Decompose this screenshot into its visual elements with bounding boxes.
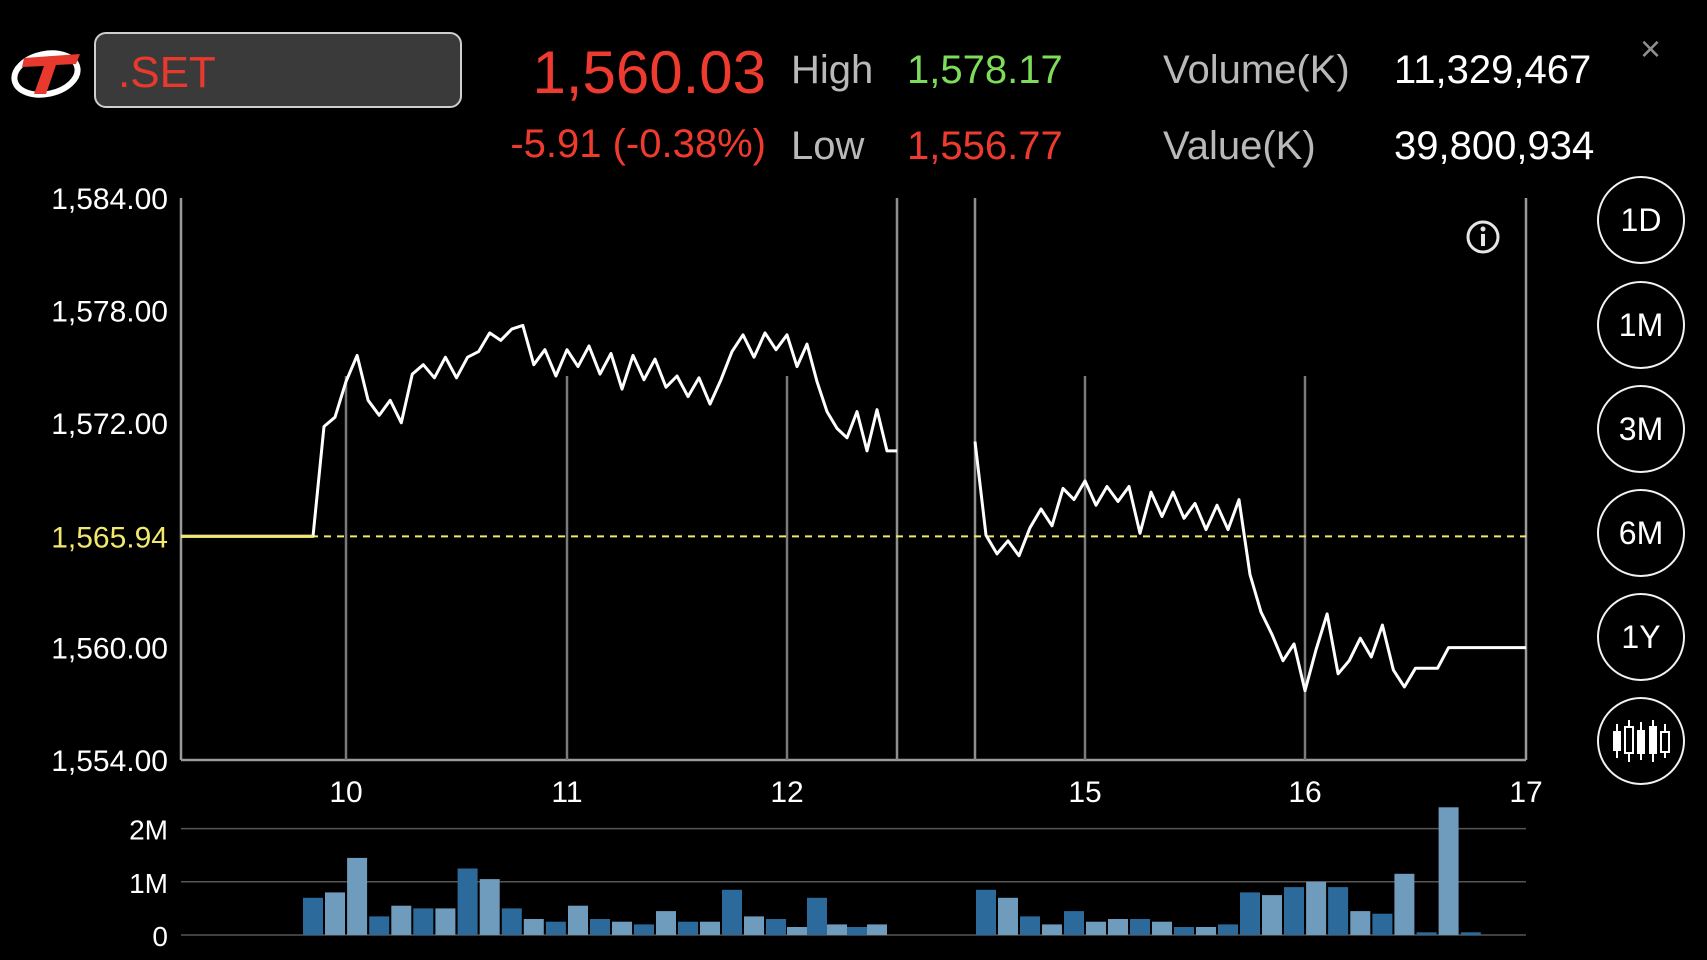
period-button-1y[interactable]: 1Y	[1597, 593, 1685, 681]
value-label: Value(K)	[1163, 124, 1316, 168]
low-label: Low	[791, 124, 865, 168]
price-series-line	[973, 441, 1526, 693]
x-tick-label: 16	[1288, 776, 1321, 809]
volume-bar	[1416, 932, 1437, 935]
volume-bar	[634, 924, 654, 935]
volume-bar	[1218, 924, 1238, 935]
volume-bar	[1152, 921, 1172, 935]
volume-tick-label: 1M	[129, 868, 168, 899]
period-label: 1D	[1620, 201, 1662, 238]
period-label: 6M	[1618, 514, 1664, 551]
volume-bar	[457, 868, 478, 935]
high-value: 1,578.17	[907, 48, 1063, 92]
volume-bar	[827, 924, 847, 935]
volume-bar	[744, 916, 764, 935]
volume-bar	[303, 897, 323, 935]
y-tick-label: 1,578.00	[51, 295, 168, 328]
volume-bar	[787, 927, 807, 935]
volume-bar	[1394, 873, 1415, 935]
period-label: 1Y	[1621, 618, 1661, 655]
volume-bar	[1196, 927, 1216, 935]
price-change: -5.91 (-0.38%)	[510, 122, 766, 166]
high-label: High	[791, 48, 874, 92]
volume-tick-label: 2M	[129, 815, 168, 846]
x-tick-label: 11	[551, 776, 582, 809]
volume-bar	[1460, 932, 1481, 935]
volume-bar	[501, 908, 522, 935]
period-button-6m[interactable]: 6M	[1597, 489, 1685, 577]
y-tick-label: 1,560.00	[51, 633, 168, 666]
settrade-logo-icon	[11, 50, 81, 98]
volume-bar	[1086, 921, 1106, 935]
volume-bar	[1350, 911, 1371, 935]
period-button-1d[interactable]: 1D	[1597, 176, 1685, 264]
symbol-search-input[interactable]: .SET	[94, 32, 462, 108]
volume-value: 11,329,467	[1394, 48, 1592, 92]
x-tick-label: 17	[1509, 776, 1542, 809]
volume-bar	[976, 889, 996, 935]
volume-bar	[369, 916, 390, 935]
volume-bar	[700, 921, 720, 935]
volume-bar	[722, 889, 742, 935]
volume-bar	[807, 897, 827, 935]
volume-label: Volume(K)	[1163, 48, 1350, 92]
volume-bar	[678, 921, 698, 935]
y-tick-label: 1,554.00	[51, 745, 168, 778]
volume-bar	[479, 879, 500, 935]
volume-bar	[867, 924, 887, 935]
volume-bar	[766, 919, 786, 935]
low-value: 1,556.77	[907, 124, 1063, 168]
volume-bar	[847, 927, 867, 935]
volume-bar	[1130, 919, 1150, 935]
volume-bar	[413, 908, 434, 935]
volume-bar	[1174, 927, 1194, 935]
period-label: 3M	[1618, 410, 1664, 447]
prior-close-label: 1,565.94	[51, 521, 168, 554]
volume-bar	[325, 892, 345, 935]
volume-bar	[1020, 916, 1040, 935]
info-icon[interactable]	[1466, 220, 1500, 254]
volume-bar	[391, 905, 412, 935]
candlestick-toggle-button[interactable]	[1597, 697, 1685, 785]
volume-tick-label: 0	[152, 921, 168, 952]
volume-bar	[1372, 913, 1393, 935]
volume-bar	[347, 857, 368, 935]
volume-bar	[1438, 807, 1459, 935]
x-tick-label: 10	[329, 776, 362, 809]
volume-bar	[612, 921, 632, 935]
price-series-line	[181, 323, 897, 538]
volume-bar	[590, 919, 610, 935]
volume-bar	[1064, 911, 1084, 935]
volume-bar	[1108, 919, 1128, 935]
volume-bar	[545, 921, 566, 935]
volume-bar	[435, 908, 456, 935]
period-button-3m[interactable]: 3M	[1597, 385, 1685, 473]
volume-bar	[568, 905, 588, 935]
y-tick-label: 1,584.00	[51, 183, 168, 216]
symbol-text: .SET	[118, 48, 216, 97]
x-tick-label: 12	[770, 776, 803, 809]
volume-bar	[998, 897, 1018, 935]
volume-bar	[656, 911, 676, 935]
volume-bar	[1328, 887, 1349, 935]
volume-bar	[1042, 924, 1062, 935]
period-button-1m[interactable]: 1M	[1597, 281, 1685, 369]
volume-bar	[1262, 895, 1282, 935]
candlestick-chart-icon	[1613, 720, 1670, 762]
volume-bar	[1240, 892, 1260, 935]
y-tick-label: 1,572.00	[51, 408, 168, 441]
volume-bar	[1284, 887, 1304, 935]
close-icon[interactable]: ×	[1640, 28, 1662, 69]
value-value: 39,800,934	[1394, 124, 1595, 168]
volume-bar	[1306, 881, 1327, 935]
x-tick-label: 15	[1068, 776, 1101, 809]
last-price: 1,560.03	[532, 39, 766, 106]
volume-bar	[523, 919, 544, 935]
period-label: 1M	[1618, 306, 1664, 343]
